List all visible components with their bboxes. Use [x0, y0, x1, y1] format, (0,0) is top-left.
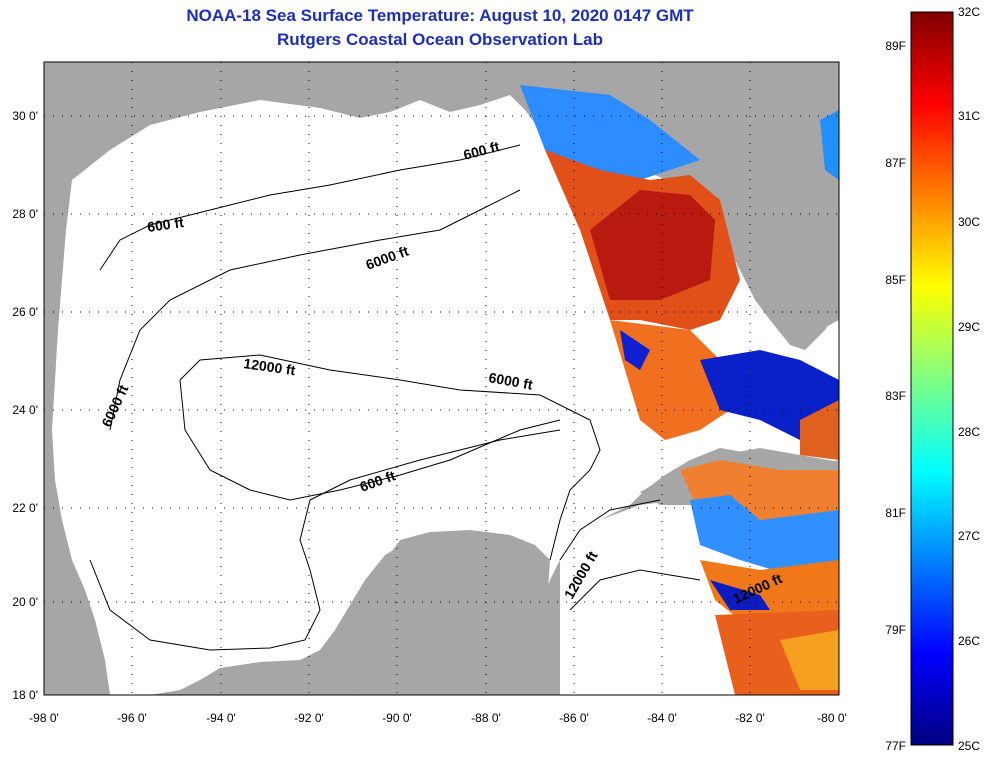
lon-tick-label: -90 0' — [382, 711, 412, 725]
colorbar-celsius-label: 32C — [958, 5, 980, 19]
contour-label: 600 ft — [146, 214, 185, 235]
colorbar-celsius-label: 29C — [958, 320, 980, 334]
colorbar-fahrenheit-label: 79F — [885, 623, 906, 637]
colorbar-celsius-label: 27C — [958, 529, 980, 543]
colorbar-fahrenheit-label: 89F — [885, 39, 906, 53]
lon-tick-label: -94 0' — [206, 711, 236, 725]
lat-tick-label: 30 0' — [12, 109, 38, 123]
map-title: NOAA-18 Sea Surface Temperature: August … — [186, 6, 694, 25]
lat-tick-label: 26 0' — [12, 305, 38, 319]
colorbar-fahrenheit-label: 85F — [885, 273, 906, 287]
contour-label: 6000 ft — [487, 369, 534, 393]
colorbar-fahrenheit-label: 87F — [885, 156, 906, 170]
colorbar-celsius-label: 25C — [958, 739, 980, 753]
colorbar-fahrenheit-label: 81F — [885, 506, 906, 520]
lat-tick-label: 18 0' — [12, 688, 38, 702]
depth-contours — [89, 144, 701, 651]
lat-tick-label: 20 0' — [12, 595, 38, 609]
florida-land — [680, 62, 839, 350]
colorbar-celsius-label: 26C — [958, 634, 980, 648]
map-frame — [43, 61, 840, 696]
colorbar-fahrenheit-label: 83F — [885, 389, 906, 403]
colorbar-fahrenheit-label: 77F — [885, 739, 906, 753]
sst-swath — [520, 85, 839, 695]
colorbar-celsius-label: 31C — [958, 109, 980, 123]
lon-tick-label: -82 0' — [735, 711, 765, 725]
lon-tick-label: -88 0' — [471, 711, 501, 725]
lat-tick-label: 28 0' — [12, 207, 38, 221]
colorbar-celsius-label: 28C — [958, 425, 980, 439]
colorbar-gradient — [910, 11, 954, 746]
map-subtitle: Rutgers Coastal Ocean Observation Lab — [277, 30, 603, 49]
lon-tick-label: -84 0' — [647, 711, 677, 725]
lon-tick-label: -96 0' — [117, 711, 147, 725]
colorbar: 32C 31C 30C 29C 28C 27C 26C 25C 89F 87F … — [885, 5, 980, 753]
lat-axis: 30 0' 28 0' 26 0' 24 0' 22 0' 20 0' 18 0… — [12, 109, 38, 702]
yucatan-land — [340, 530, 550, 695]
lon-tick-label: -80 0' — [817, 711, 847, 725]
lat-tick-label: 24 0' — [12, 403, 38, 417]
lon-tick-label: -92 0' — [294, 711, 324, 725]
contour-label: 12000 ft — [243, 355, 297, 378]
lat-tick-label: 22 0' — [12, 501, 38, 515]
lon-tick-label: -98 0' — [29, 711, 59, 725]
colorbar-celsius-label: 30C — [958, 215, 980, 229]
lon-axis: -98 0' -96 0' -94 0' -92 0' -90 0' -88 0… — [29, 711, 847, 725]
lon-tick-label: -86 0' — [559, 711, 589, 725]
